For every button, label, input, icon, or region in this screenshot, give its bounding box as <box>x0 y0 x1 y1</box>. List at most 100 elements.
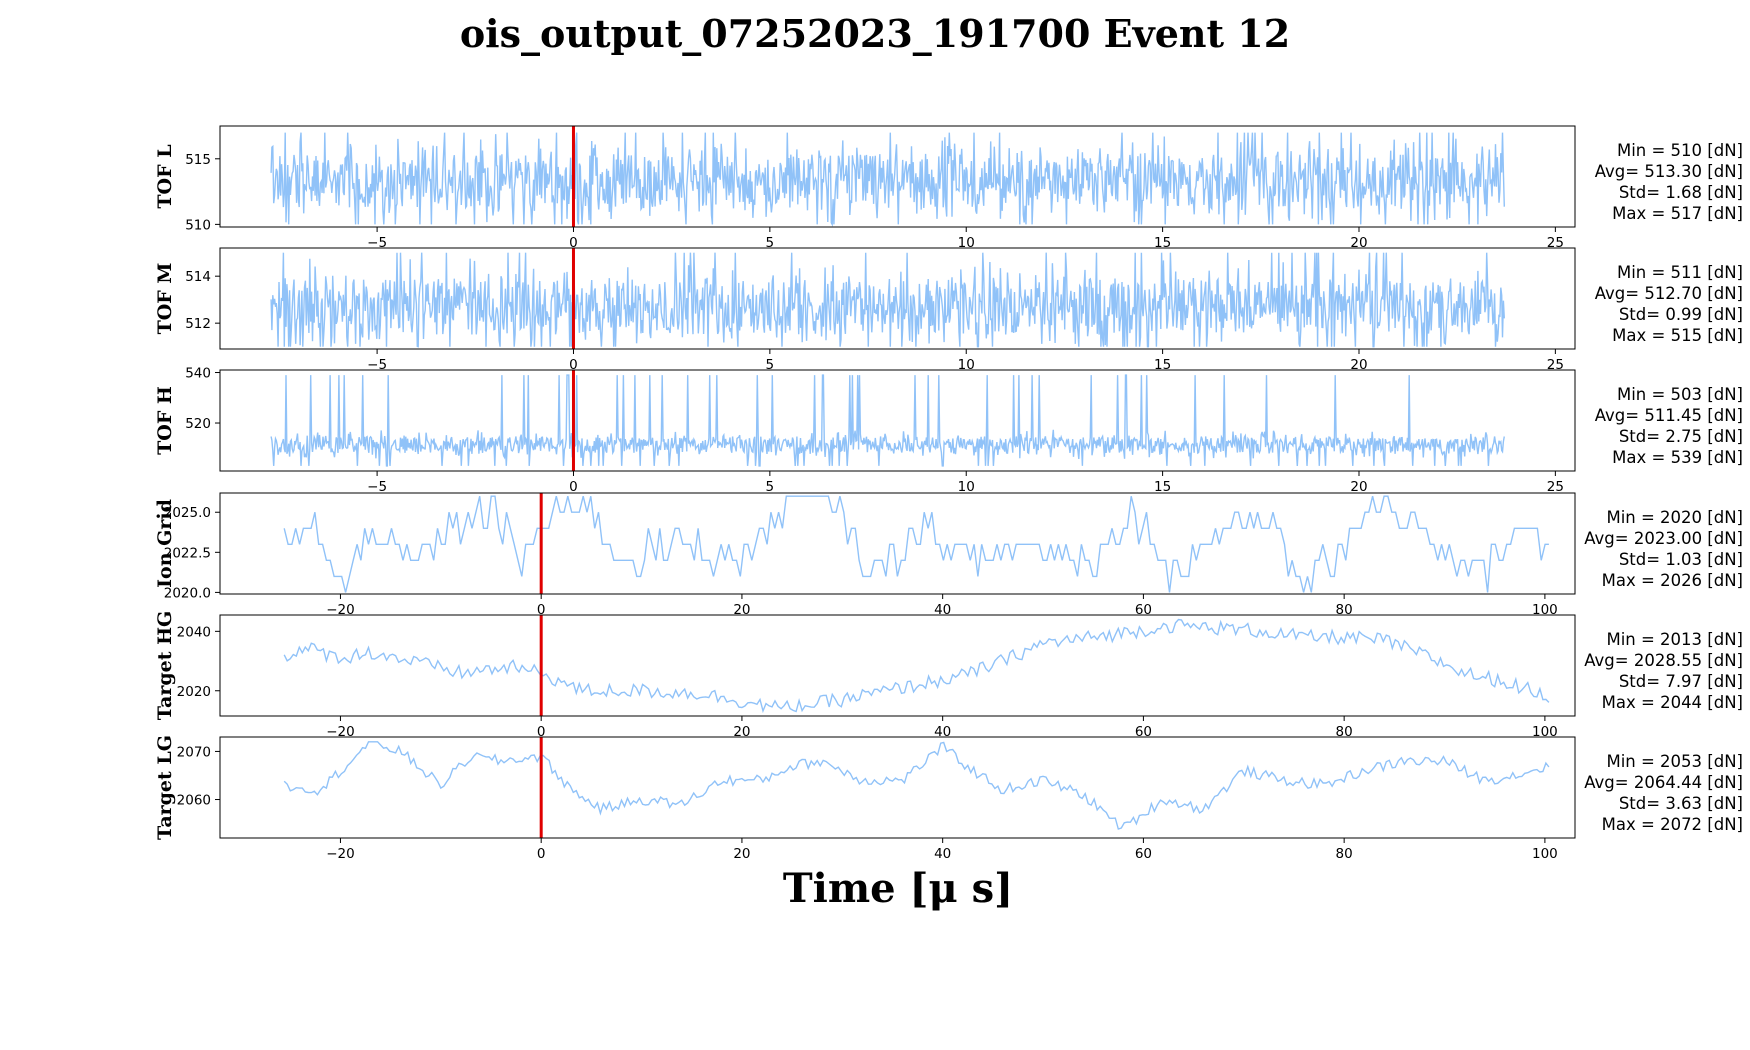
stat-line: Max = 2072 [dN] <box>1602 815 1743 834</box>
y-axis-label: TOF M <box>154 263 176 335</box>
y-axis-label: Ion Grid <box>154 499 176 588</box>
x-tick-label: 10 <box>958 235 975 251</box>
y-axis-label: TOF H <box>154 386 176 455</box>
subplot-tof-m: −5 0 5 10 15 20 25 512 514 TOF M Min = 511 [dN] Avg… <box>154 247 1743 373</box>
y-tick-label: 2025.0 <box>164 505 211 521</box>
y-tick-label: 515 <box>185 152 211 168</box>
x-axis-label: Time [μ s] <box>783 865 1013 912</box>
x-tick-label: 60 <box>1135 724 1152 740</box>
axes-frame <box>219 614 1576 717</box>
x-tick-label: 25 <box>1547 357 1564 373</box>
axes-frame <box>219 736 1576 839</box>
y-tick-label: 512 <box>185 316 211 332</box>
x-tick-label: 15 <box>1154 235 1171 251</box>
x-tick-label: 10 <box>958 479 975 495</box>
y-axis-label: Target HG <box>154 611 176 721</box>
stat-line: Std= 2.75 [dN] <box>1619 427 1743 446</box>
x-tick-label: 20 <box>1350 479 1367 495</box>
x-tick-label: 15 <box>1154 479 1171 495</box>
axes-frame <box>219 492 1576 595</box>
stat-line: Min = 2020 [dN] <box>1606 508 1743 527</box>
stat-line: Std= 3.63 [dN] <box>1619 794 1743 813</box>
stat-line: Std= 7.97 [dN] <box>1619 672 1743 691</box>
x-tick-label: −5 <box>367 357 387 373</box>
stat-line: Avg= 2028.55 [dN] <box>1584 651 1743 670</box>
x-tick-label: 0 <box>537 724 546 740</box>
stat-line: Min = 503 [dN] <box>1617 385 1743 404</box>
x-tick-label: 40 <box>934 724 951 740</box>
x-tick-label: 100 <box>1532 602 1558 618</box>
x-tick-label: −5 <box>367 235 387 251</box>
y-tick-label: 2040 <box>177 624 211 640</box>
axes-frame <box>219 369 1576 472</box>
stat-line: Avg= 2023.00 [dN] <box>1584 529 1743 548</box>
stat-line: Max = 2026 [dN] <box>1602 571 1743 590</box>
stat-line: Max = 515 [dN] <box>1612 326 1743 345</box>
signal-line <box>270 374 1505 467</box>
y-tick-label: 520 <box>185 416 211 432</box>
x-tick-label: 0 <box>537 602 546 618</box>
x-tick-label: 80 <box>1336 724 1353 740</box>
stat-line: Std= 1.68 [dN] <box>1619 183 1743 202</box>
y-tick-label: 510 <box>185 217 211 233</box>
signal-line <box>270 252 1505 348</box>
y-axis-label: Target LG <box>154 735 176 840</box>
x-tick-label: 20 <box>733 846 750 862</box>
x-tick-label: 0 <box>569 479 578 495</box>
y-tick-label: 2022.5 <box>164 545 211 561</box>
x-tick-label: 15 <box>1154 357 1171 373</box>
signal-line <box>283 618 1550 714</box>
x-tick-label: 0 <box>537 846 546 862</box>
x-tick-label: 25 <box>1547 235 1564 251</box>
figure-title: ois_output_07252023_191700 Event 12 <box>460 11 1290 56</box>
x-tick-label: 0 <box>569 235 578 251</box>
stat-line: Std= 1.03 [dN] <box>1619 550 1743 569</box>
y-tick-label: 2020 <box>177 684 211 700</box>
x-tick-label: 20 <box>1350 235 1367 251</box>
x-tick-label: 40 <box>934 846 951 862</box>
y-tick-label: 2020.0 <box>164 585 211 601</box>
x-tick-label: 20 <box>733 724 750 740</box>
x-tick-label: 100 <box>1532 724 1558 740</box>
x-tick-label: 100 <box>1532 846 1558 862</box>
x-tick-label: 20 <box>733 602 750 618</box>
x-tick-label: 0 <box>569 357 578 373</box>
stat-line: Avg= 513.30 [dN] <box>1595 162 1743 181</box>
stat-line: Avg= 512.70 [dN] <box>1595 284 1743 303</box>
axes-frame <box>219 125 1576 228</box>
x-tick-label: 80 <box>1336 602 1353 618</box>
x-tick-label: −5 <box>367 479 387 495</box>
x-tick-label: 5 <box>766 235 775 251</box>
x-tick-label: −20 <box>326 846 355 862</box>
y-axis-label: TOF L <box>154 144 176 208</box>
stat-line: Max = 517 [dN] <box>1612 204 1743 223</box>
x-tick-label: 25 <box>1547 479 1564 495</box>
x-tick-label: 20 <box>1350 357 1367 373</box>
x-tick-label: 80 <box>1336 846 1353 862</box>
x-tick-label: 40 <box>934 602 951 618</box>
stat-line: Min = 2053 [dN] <box>1606 752 1743 771</box>
subplot-tof-h: −5 0 5 10 15 20 25 520 540 TOF H Min = 503 [dN] Avg… <box>154 366 1743 495</box>
x-tick-label: 60 <box>1135 846 1152 862</box>
x-tick-label: −20 <box>326 602 355 618</box>
x-tick-label: 5 <box>766 357 775 373</box>
stat-line: Avg= 511.45 [dN] <box>1595 406 1743 425</box>
signal-line <box>283 495 1549 593</box>
y-tick-label: 2060 <box>177 793 211 809</box>
x-tick-label: 5 <box>766 479 775 495</box>
y-tick-label: 514 <box>185 269 211 285</box>
stat-line: Max = 539 [dN] <box>1612 448 1743 467</box>
stat-line: Avg= 2064.44 [dN] <box>1584 773 1743 792</box>
x-tick-label: 10 <box>958 357 975 373</box>
signal-line <box>283 741 1550 830</box>
y-tick-label: 540 <box>185 366 211 382</box>
signal-line <box>270 132 1505 227</box>
axes-frame <box>219 247 1576 350</box>
stat-line: Min = 511 [dN] <box>1617 263 1743 282</box>
